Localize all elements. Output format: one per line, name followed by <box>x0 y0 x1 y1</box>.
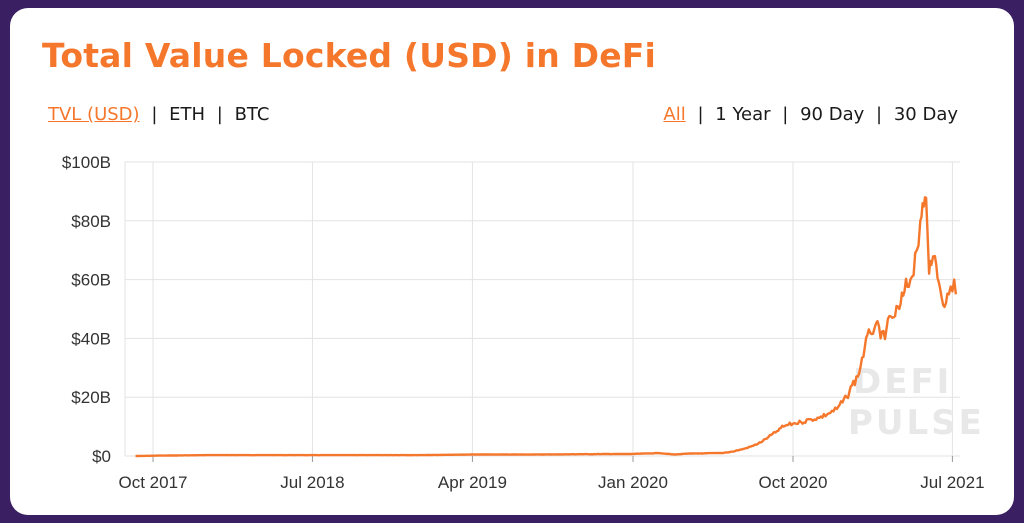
y-tick-label: $60B <box>71 271 111 290</box>
chart-grid <box>124 161 960 462</box>
metric-option-btc[interactable]: BTC <box>234 104 270 125</box>
range-option-all[interactable]: All <box>663 104 686 125</box>
range-switch: All | 1 Year | 90 Day | 30 Day <box>663 104 958 125</box>
y-tick-label: $40B <box>71 329 111 348</box>
x-tick-label: Oct 2017 <box>119 473 188 492</box>
x-tick-label: Oct 2020 <box>759 473 828 492</box>
x-tick-label: Apr 2019 <box>438 473 507 492</box>
x-tick-label: Jul 2021 <box>920 473 984 492</box>
metric-option-tvl-usd[interactable]: TVL (USD) <box>48 104 140 125</box>
separator: | <box>782 104 789 125</box>
series-line-tvl <box>135 196 958 458</box>
chart-card: Total Value Locked (USD) in DeFi TVL (US… <box>10 8 1014 515</box>
range-option-1-year[interactable]: 1 Year <box>715 104 771 125</box>
separator: | <box>216 104 223 125</box>
separator: | <box>151 104 158 125</box>
range-option-30-day[interactable]: 30 Day <box>893 104 958 125</box>
series-group <box>135 196 958 458</box>
page-title: Total Value Locked (USD) in DeFi <box>42 36 657 75</box>
watermark-line-2: PULSE <box>848 403 985 443</box>
y-tick-label: $100B <box>62 153 111 172</box>
metric-switch: TVL (USD) | ETH | BTC <box>48 104 269 125</box>
range-option-90-day[interactable]: 90 Day <box>800 104 865 125</box>
tvl-line-chart: DEFI PULSE $0 $20B $40B $60B $80B $100B Oct 2… <box>62 153 985 492</box>
metric-option-eth[interactable]: ETH <box>169 104 206 125</box>
separator: | <box>697 104 704 125</box>
x-axis-ticks: Oct 2017 Jul 2018 Apr 2019 Jan 2020 Oct 2020… <box>119 473 985 492</box>
y-tick-label: $0 <box>92 447 111 466</box>
defi-pulse-watermark: DEFI PULSE <box>848 362 985 443</box>
x-tick-label: Jul 2018 <box>280 473 344 492</box>
watermark-line-1: DEFI <box>853 362 952 402</box>
y-tick-label: $20B <box>71 388 111 407</box>
x-tick-label: Jan 2020 <box>598 473 668 492</box>
y-axis-ticks: $0 $20B $40B $60B $80B $100B <box>62 153 111 466</box>
y-tick-label: $80B <box>71 212 111 231</box>
separator: | <box>876 104 883 125</box>
